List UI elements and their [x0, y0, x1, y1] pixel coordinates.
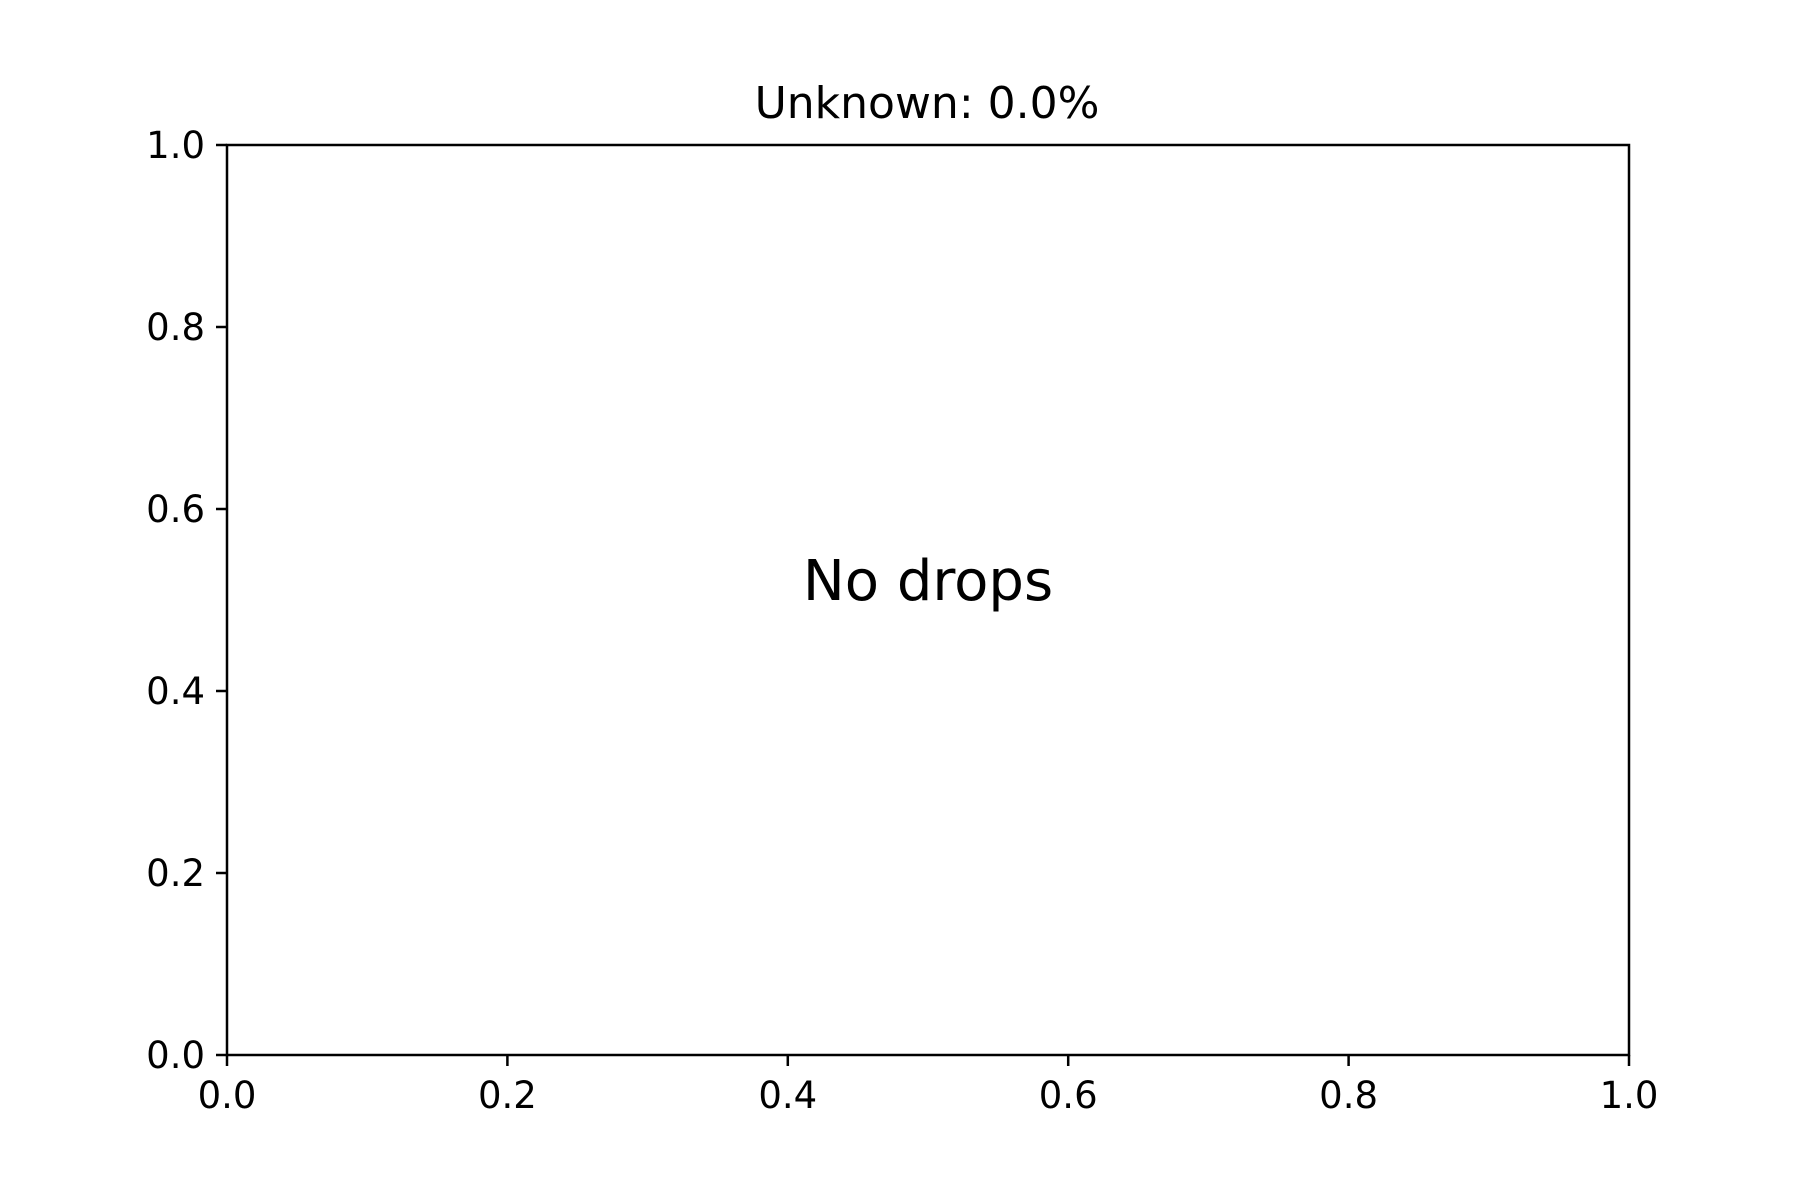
y-tick-label: 0.4 [146, 670, 205, 713]
no-data-annotation: No drops [803, 549, 1053, 614]
y-tick-label: 1.0 [146, 124, 205, 167]
x-tick-label: 0.0 [198, 1074, 257, 1117]
x-axis-ticks: 0.0 0.2 0.4 0.6 0.8 1.0 [198, 1055, 1659, 1117]
y-tick-label: 0.0 [146, 1034, 205, 1077]
x-tick-label: 0.8 [1319, 1074, 1378, 1117]
x-tick-label: 0.6 [1039, 1074, 1098, 1117]
x-tick-label: 0.2 [478, 1074, 537, 1117]
chart-title: Unknown: 0.0% [755, 78, 1100, 129]
y-tick-label: 0.6 [146, 488, 205, 531]
y-tick-label: 0.8 [146, 306, 205, 349]
x-tick-label: 1.0 [1600, 1074, 1659, 1117]
x-tick-label: 0.4 [758, 1074, 817, 1117]
plot-area-frame [225, 143, 1631, 1057]
y-axis-ticks: 0.0 0.2 0.4 0.6 0.8 1.0 [146, 124, 227, 1077]
y-tick-label: 0.2 [146, 852, 205, 895]
